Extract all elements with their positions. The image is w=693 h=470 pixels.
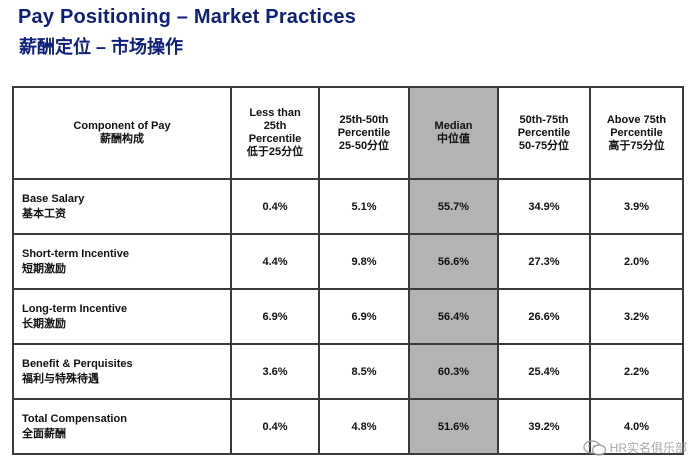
row-label: Base Salary 基本工资 [12, 178, 232, 235]
cell-50th-75th: 39.2% [497, 398, 591, 455]
cell-below-25th: 4.4% [230, 233, 320, 290]
table-row-short-term-incentive: Short-term Incentive 短期激励 4.4% 9.8% 56.6… [12, 233, 684, 290]
cell-25th-50th: 8.5% [318, 343, 410, 400]
header-component: Component of Pay 薪酬构成 [12, 86, 232, 180]
cell-above-75th: 3.9% [589, 178, 684, 235]
table-header-row: Component of Pay 薪酬构成 Less than 25th Per… [12, 86, 684, 180]
cell-below-25th: 0.4% [230, 178, 320, 235]
wechat-icon [582, 439, 606, 456]
cell-median: 51.6% [408, 398, 499, 455]
watermark: HR实名俱乐部 [582, 439, 687, 456]
cell-below-25th: 6.9% [230, 288, 320, 345]
row-label: Total Compensation 全面薪酬 [12, 398, 232, 455]
cell-50th-75th: 34.9% [497, 178, 591, 235]
cell-25th-50th: 6.9% [318, 288, 410, 345]
table-row-base-salary: Base Salary 基本工资 0.4% 5.1% 55.7% 34.9% 3… [12, 178, 684, 235]
header-below-25th: Less than 25th Percentile 低于25分位 [230, 86, 320, 180]
cell-below-25th: 3.6% [230, 343, 320, 400]
cell-median: 60.3% [408, 343, 499, 400]
table-row-total-compensation: Total Compensation 全面薪酬 0.4% 4.8% 51.6% … [12, 398, 684, 455]
cell-50th-75th: 26.6% [497, 288, 591, 345]
watermark-text: HR实名俱乐部 [609, 441, 687, 455]
cell-25th-50th: 9.8% [318, 233, 410, 290]
cell-50th-75th: 25.4% [497, 343, 591, 400]
cell-median: 56.6% [408, 233, 499, 290]
cell-above-75th: 3.2% [589, 288, 684, 345]
cell-25th-50th: 4.8% [318, 398, 410, 455]
header-25th-50th: 25th-50th Percentile 25-50分位 [318, 86, 410, 180]
cell-below-25th: 0.4% [230, 398, 320, 455]
pay-positioning-table: Component of Pay 薪酬构成 Less than 25th Per… [12, 86, 684, 455]
header-above-75th: Above 75th Percentile 高于75分位 [589, 86, 684, 180]
row-label: Long-term Incentive 长期激励 [12, 288, 232, 345]
page-title: Pay Positioning – Market Practices [18, 6, 357, 28]
cell-above-75th: 2.2% [589, 343, 684, 400]
header-median: Median 中位值 [408, 86, 499, 180]
table-row-benefit-perquisites: Benefit & Perquisites 福利与特殊待遇 3.6% 8.5% … [12, 343, 684, 400]
cell-median: 56.4% [408, 288, 499, 345]
table-row-long-term-incentive: Long-term Incentive 长期激励 6.9% 6.9% 56.4%… [12, 288, 684, 345]
cell-50th-75th: 27.3% [497, 233, 591, 290]
cell-above-75th: 2.0% [589, 233, 684, 290]
row-label: Short-term Incentive 短期激励 [12, 233, 232, 290]
cell-25th-50th: 5.1% [318, 178, 410, 235]
cell-median: 55.7% [408, 178, 499, 235]
page-subtitle: 薪酬定位 – 市场操作 [19, 37, 184, 57]
row-label: Benefit & Perquisites 福利与特殊待遇 [12, 343, 232, 400]
header-50th-75th: 50th-75th Percentile 50-75分位 [497, 86, 591, 180]
cell-above-75th: 4.0% [589, 398, 684, 455]
